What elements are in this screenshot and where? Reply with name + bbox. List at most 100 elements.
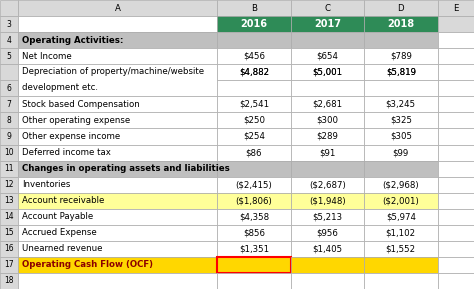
Bar bbox=[364, 273, 438, 289]
Bar bbox=[364, 225, 438, 241]
Text: Account Payable: Account Payable bbox=[22, 212, 93, 221]
Bar bbox=[217, 64, 291, 80]
Bar bbox=[291, 112, 364, 128]
Bar bbox=[438, 16, 474, 32]
Text: $4,358: $4,358 bbox=[239, 212, 269, 221]
Bar bbox=[217, 128, 291, 144]
Bar bbox=[18, 48, 217, 64]
Bar bbox=[0, 96, 18, 112]
Bar bbox=[217, 161, 291, 177]
Text: $1,552: $1,552 bbox=[386, 244, 416, 253]
Bar bbox=[364, 177, 438, 193]
Text: $1,351: $1,351 bbox=[239, 244, 269, 253]
Bar bbox=[18, 112, 217, 128]
Bar bbox=[291, 64, 364, 80]
Text: $4,882: $4,882 bbox=[239, 68, 269, 77]
Text: Depreciation of property/machine/website: Depreciation of property/machine/website bbox=[22, 67, 204, 76]
Bar bbox=[291, 161, 364, 177]
Text: E: E bbox=[453, 3, 458, 12]
Text: Net Income: Net Income bbox=[22, 52, 72, 61]
Bar bbox=[217, 144, 291, 161]
Bar bbox=[18, 16, 217, 32]
Text: 17: 17 bbox=[4, 260, 14, 269]
Text: $2,541: $2,541 bbox=[239, 100, 269, 109]
Bar bbox=[18, 32, 217, 48]
Bar bbox=[18, 193, 217, 209]
Bar bbox=[18, 225, 217, 241]
Text: 15: 15 bbox=[4, 228, 14, 237]
Bar bbox=[291, 144, 364, 161]
Text: $654: $654 bbox=[316, 52, 338, 61]
Bar bbox=[291, 177, 364, 193]
Text: $456: $456 bbox=[243, 52, 265, 61]
Text: 16: 16 bbox=[4, 244, 14, 253]
Bar bbox=[364, 32, 438, 48]
Bar bbox=[18, 273, 217, 289]
Bar bbox=[217, 193, 291, 209]
Bar bbox=[18, 0, 217, 16]
Bar bbox=[364, 144, 438, 161]
Text: 18: 18 bbox=[4, 277, 14, 286]
Text: $4,882: $4,882 bbox=[239, 68, 269, 77]
Bar bbox=[438, 128, 474, 144]
Bar bbox=[364, 16, 438, 32]
Text: $91: $91 bbox=[319, 148, 336, 157]
Bar bbox=[438, 161, 474, 177]
Bar bbox=[291, 241, 364, 257]
Text: Inventories: Inventories bbox=[22, 180, 70, 189]
Bar bbox=[18, 177, 217, 193]
Text: $5,819: $5,819 bbox=[386, 68, 416, 77]
Bar bbox=[364, 193, 438, 209]
Bar bbox=[291, 257, 364, 273]
Bar bbox=[438, 225, 474, 241]
Bar bbox=[291, 32, 364, 48]
Text: $1,102: $1,102 bbox=[386, 228, 416, 237]
Bar bbox=[291, 128, 364, 144]
Text: 11: 11 bbox=[4, 164, 14, 173]
Text: A: A bbox=[115, 3, 120, 12]
Bar bbox=[18, 64, 217, 96]
Bar bbox=[291, 209, 364, 225]
Bar bbox=[364, 0, 438, 16]
Text: Deferred income tax: Deferred income tax bbox=[22, 148, 110, 157]
Text: Account receivable: Account receivable bbox=[22, 196, 104, 205]
Bar bbox=[438, 32, 474, 48]
Bar bbox=[18, 128, 217, 144]
Bar bbox=[291, 0, 364, 16]
Bar bbox=[0, 177, 18, 193]
Bar bbox=[364, 257, 438, 273]
Bar bbox=[0, 48, 18, 64]
Bar bbox=[438, 193, 474, 209]
Bar bbox=[0, 193, 18, 209]
Text: $5,213: $5,213 bbox=[312, 212, 342, 221]
Bar bbox=[364, 112, 438, 128]
Text: ($2,687): ($2,687) bbox=[309, 180, 346, 189]
Bar bbox=[217, 64, 291, 80]
Bar bbox=[438, 241, 474, 257]
Bar bbox=[291, 193, 364, 209]
Text: $254: $254 bbox=[243, 132, 265, 141]
Bar bbox=[217, 16, 291, 32]
Bar bbox=[438, 112, 474, 128]
Text: D: D bbox=[398, 3, 404, 12]
Bar bbox=[217, 209, 291, 225]
Text: $325: $325 bbox=[390, 116, 412, 125]
Text: B: B bbox=[251, 3, 257, 12]
Text: 2016: 2016 bbox=[240, 19, 267, 29]
Text: Stock based Compensation: Stock based Compensation bbox=[22, 100, 139, 109]
Bar bbox=[217, 0, 291, 16]
Text: 2017: 2017 bbox=[314, 19, 341, 29]
Text: 9: 9 bbox=[7, 132, 11, 141]
Bar bbox=[291, 273, 364, 289]
Text: 8: 8 bbox=[7, 116, 11, 125]
Bar bbox=[217, 241, 291, 257]
Text: development etc.: development etc. bbox=[22, 83, 98, 92]
Bar bbox=[217, 257, 291, 273]
Text: $5,001: $5,001 bbox=[312, 68, 342, 77]
Text: $956: $956 bbox=[316, 228, 338, 237]
Bar bbox=[364, 80, 438, 96]
Text: 10: 10 bbox=[4, 148, 14, 157]
Bar bbox=[217, 177, 291, 193]
Text: 2018: 2018 bbox=[387, 19, 414, 29]
Bar bbox=[18, 161, 217, 177]
